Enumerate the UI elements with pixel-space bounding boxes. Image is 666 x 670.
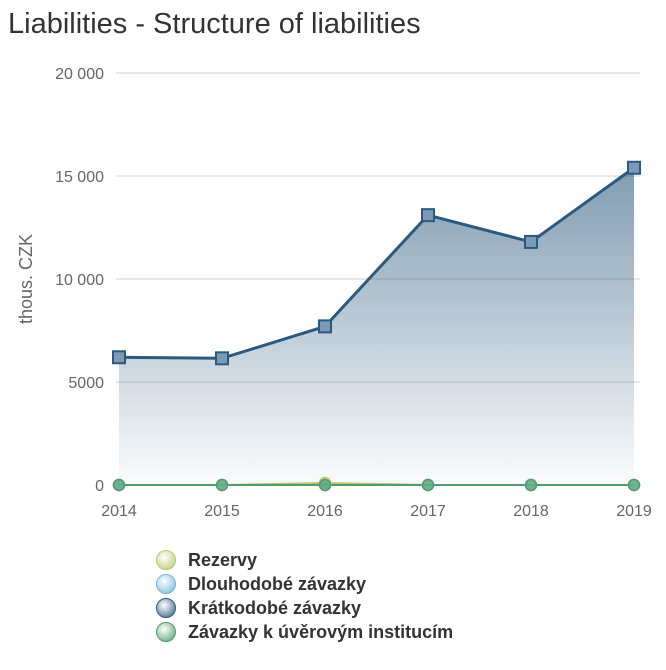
legend-swatch-icon <box>156 622 176 642</box>
data-point <box>215 478 229 492</box>
data-point <box>318 478 332 492</box>
x-tick-label: 2018 <box>513 503 549 520</box>
legend-swatch-icon <box>156 574 176 594</box>
y-tick-label: 20 000 <box>55 66 104 83</box>
chart-plot: 0 5000 10 000 15 000 20 000 2014 2015 2016 2017 2… <box>16 66 652 520</box>
series-line <box>118 166 635 360</box>
legend-item[interactable]: Závazky k úvěrovým institucím <box>156 620 453 644</box>
y-tick-label: 15 000 <box>55 169 104 186</box>
data-point <box>318 319 332 334</box>
legend-label: Rezervy <box>188 549 258 570</box>
x-tick-label: 2015 <box>204 503 240 520</box>
data-point <box>627 478 641 492</box>
legend-swatch-icon <box>156 598 176 618</box>
series-area <box>119 167 634 485</box>
data-point <box>215 351 229 366</box>
x-tick-label: 2016 <box>307 503 343 520</box>
legend-label: Dlouhodobé závazky <box>188 573 367 594</box>
y-tick-label: 0 <box>95 478 104 495</box>
x-tick-label: 2019 <box>616 503 652 520</box>
data-point <box>627 160 641 175</box>
legend-label: Krátkodobé závazky <box>188 597 362 618</box>
legend-item[interactable]: Krátkodobé závazky <box>156 596 453 620</box>
data-point <box>524 234 538 249</box>
x-tick-label: 2017 <box>410 503 446 520</box>
x-tick-label: 2014 <box>101 503 137 520</box>
legend-item[interactable]: Rezervy <box>156 548 453 572</box>
legend: Rezervy Dlouhodobé závazky Krátkodobé záva… <box>156 548 453 644</box>
data-point <box>112 478 126 492</box>
y-tick-label: 5000 <box>68 375 104 392</box>
data-point <box>421 208 435 223</box>
data-point <box>524 478 538 492</box>
data-point <box>112 350 126 365</box>
legend-label: Závazky k úvěrovým institucím <box>188 621 454 642</box>
y-tick-label: 10 000 <box>55 272 104 289</box>
chart-title: Liabilities - Structure of liabilities <box>8 8 421 40</box>
y-axis-label: thous. CZK <box>16 234 36 324</box>
legend-swatch-icon <box>156 550 176 570</box>
data-point <box>421 478 435 492</box>
legend-item[interactable]: Dlouhodobé závazky <box>156 572 453 596</box>
